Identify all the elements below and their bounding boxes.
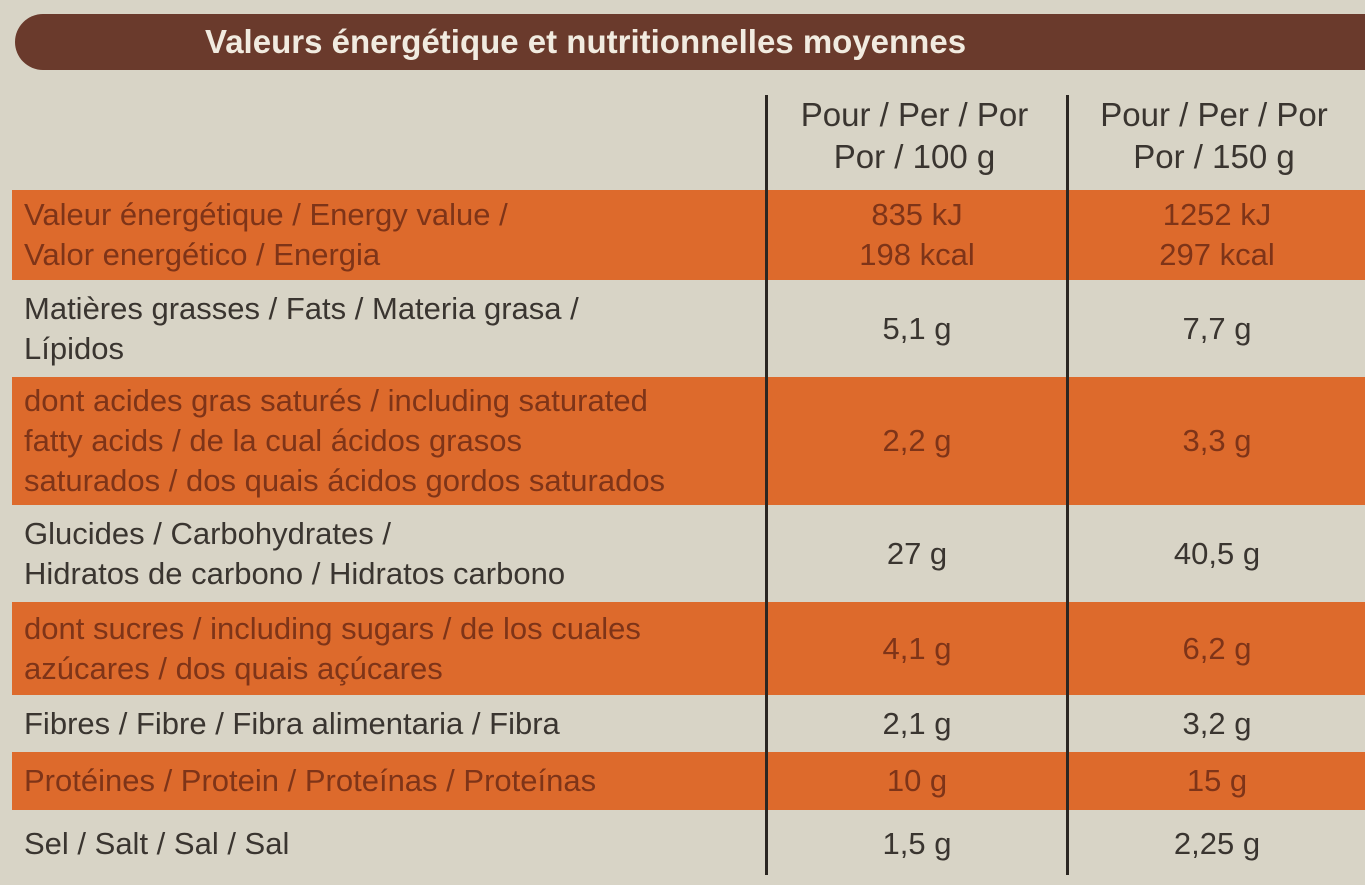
text-line: dont sucres / including sugars / de los … [24, 610, 641, 646]
value-per-100g: 1,5 g [767, 812, 1067, 875]
text-line: 10 g [886, 763, 948, 798]
value-per-100g: 27 g [767, 507, 1067, 600]
value-per-150g: 3,3 g [1069, 377, 1365, 505]
text-line: 1,5 g [882, 825, 952, 861]
text-line: Matières grasses / Fats / Materia grasa … [24, 290, 579, 326]
nutrient-label: Matières grasses / Fats / Materia grasa … [24, 282, 774, 375]
text-line: saturados / dos quais ácidos gordos satu… [24, 463, 666, 498]
text-line: 15 g [1186, 763, 1248, 798]
text-line: 1252 kJ [1162, 197, 1272, 232]
text-line: 2,2 g [882, 423, 952, 458]
text-line: Por / 100 g [833, 137, 996, 175]
text-line: Hidratos de carbono / Hidratos carbono [24, 555, 566, 591]
table-row: Valeur énergétique / Energy value / Valor… [12, 190, 1365, 280]
nutrient-label: Fibres / Fibre / Fibra alimentaria / Fib… [24, 697, 774, 750]
text-line: Sel / Salt / Sal / Sal [24, 825, 290, 861]
nutrient-label: Glucides / Carbohydrates / Hidratos de ca… [24, 507, 774, 600]
value-per-150g: 15 g [1069, 752, 1365, 810]
table-row: Fibres / Fibre / Fibra alimentaria / Fib… [12, 697, 1365, 750]
text-line: Fibres / Fibre / Fibra alimentaria / Fib… [24, 705, 560, 741]
value-per-150g: 6,2 g [1069, 602, 1365, 695]
text-line: Glucides / Carbohydrates / [24, 515, 392, 551]
value-per-100g: 4,1 g [767, 602, 1067, 695]
table-row: Protéines / Protein / Proteínas / Proteí… [12, 752, 1365, 810]
value-per-150g: 40,5 g [1069, 507, 1365, 600]
text-line: Lípidos [24, 330, 124, 366]
value-per-100g: 2,1 g [767, 697, 1067, 750]
text-line: Valeur énergétique / Energy value / [24, 197, 508, 232]
text-line: 3,2 g [1182, 705, 1252, 741]
value-per-100g: 5,1 g [767, 282, 1067, 375]
value-per-150g: 1252 kJ 297 kcal [1069, 190, 1365, 280]
value-per-150g: 7,7 g [1069, 282, 1365, 375]
text-line: azúcares / dos quais açúcares [24, 650, 443, 686]
text-line: 27 g [886, 535, 948, 571]
text-line: 6,2 g [1182, 630, 1252, 666]
text-line: Pour / Per / Por [800, 95, 1029, 133]
nutrient-label: dont acides gras saturés / including sat… [24, 377, 774, 505]
text-line: 3,3 g [1182, 423, 1252, 458]
text-line: 40,5 g [1173, 535, 1261, 571]
text-line: 198 kcal [859, 237, 975, 272]
table-row: dont sucres / including sugars / de los … [12, 602, 1365, 695]
nutrient-label: Sel / Salt / Sal / Sal [24, 812, 774, 875]
text-line: 835 kJ [871, 197, 963, 232]
nutrient-label: Valeur énergétique / Energy value / Valor… [24, 190, 774, 280]
table-row: Matières grasses / Fats / Materia grasa … [12, 282, 1365, 375]
text-line: 2,1 g [882, 705, 952, 741]
text-line: fatty acids / de la cual ácidos grasos [24, 423, 522, 458]
text-line: 2,25 g [1173, 825, 1261, 861]
text-line: 7,7 g [1182, 310, 1252, 346]
column-divider [765, 95, 768, 875]
table-row: dont acides gras saturés / including sat… [12, 377, 1365, 505]
nutrient-label: Protéines / Protein / Proteínas / Proteí… [24, 752, 774, 810]
table-row: Sel / Salt / Sal / Sal 1,5 g 2,25 g [12, 812, 1365, 875]
column-header: Pour / Per / Por Por / 100 g [762, 88, 1067, 183]
value-per-150g: 3,2 g [1069, 697, 1365, 750]
text-line: Pour / Per / Por [1100, 95, 1328, 133]
table-row: Glucides / Carbohydrates / Hidratos de ca… [12, 507, 1365, 600]
text-line: dont acides gras saturés / including sat… [24, 383, 648, 418]
text-line: 5,1 g [882, 310, 952, 346]
text-line: 297 kcal [1159, 237, 1275, 272]
nutrient-label: dont sucres / including sugars / de los … [24, 602, 774, 695]
column-divider [1066, 95, 1069, 875]
text-line: Por / 150 g [1133, 137, 1295, 175]
value-per-150g: 2,25 g [1069, 812, 1365, 875]
column-header: Pour / Per / Por Por / 150 g [1064, 88, 1364, 183]
text-line: Protéines / Protein / Proteínas / Proteí… [24, 763, 597, 798]
text-line: 4,1 g [882, 630, 952, 666]
text-line: Valor energético / Energia [24, 237, 381, 272]
value-per-100g: 10 g [767, 752, 1067, 810]
value-per-100g: 2,2 g [767, 377, 1067, 505]
title: Valeurs énergétique et nutritionnelles m… [15, 14, 1365, 70]
value-per-100g: 835 kJ 198 kcal [767, 190, 1067, 280]
